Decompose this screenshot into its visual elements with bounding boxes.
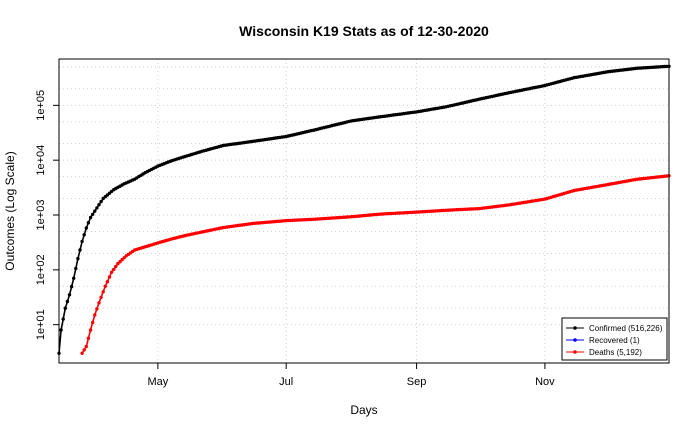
data-point <box>88 215 93 220</box>
data-point <box>88 328 93 332</box>
legend-box <box>561 317 668 361</box>
data-point <box>84 344 89 349</box>
legend-swatch-marker <box>573 326 577 330</box>
data-point <box>99 199 103 204</box>
data-point <box>97 301 101 305</box>
data-point <box>105 280 110 284</box>
legend: Confirmed (516,226) Recovered (1) Deaths (… <box>561 317 668 361</box>
y-axis-label: Outcomes (Log Scale) <box>3 151 17 270</box>
series-line <box>58 65 670 354</box>
data-point <box>86 221 91 225</box>
grid <box>59 59 669 363</box>
data-point <box>97 203 101 207</box>
y-axis: 1e+01 1e+02 1e+03 1e+04 1e+05 <box>35 90 59 340</box>
data-point <box>74 266 78 271</box>
data-point <box>95 307 99 311</box>
y-tick-label: 1e+02 <box>35 254 47 285</box>
data-point <box>80 239 84 244</box>
legend-entry: Recovered (1) <box>589 336 640 345</box>
data-point <box>99 295 103 300</box>
y-tick-label: 1e+03 <box>35 200 47 231</box>
x-tick-label: Nov <box>535 376 555 388</box>
data-point <box>82 348 86 352</box>
x-tick-label: Jul <box>279 376 293 388</box>
y-tick-label: 1e+04 <box>35 145 47 176</box>
data-point <box>91 320 95 325</box>
legend-swatch-marker <box>573 350 577 354</box>
x-axis: May Jul Sep Nov <box>147 363 555 388</box>
data-point <box>109 270 114 274</box>
data-point <box>59 328 63 332</box>
x-axis-label: Days <box>350 403 377 417</box>
legend-entry: Confirmed (516,226) <box>589 324 663 333</box>
data-point <box>93 209 97 213</box>
data-point <box>76 256 80 261</box>
series-0 <box>57 64 671 355</box>
data-point <box>63 306 67 310</box>
y-tick-label: 1e+01 <box>35 309 47 340</box>
data-point <box>80 351 84 355</box>
data-point <box>93 313 97 317</box>
data-point <box>65 299 70 304</box>
data-point <box>107 275 112 279</box>
plot-frame <box>58 58 670 364</box>
data-point <box>61 317 65 321</box>
data-point <box>78 248 82 252</box>
data-point <box>82 233 86 237</box>
data-point <box>84 226 89 230</box>
series-2 <box>80 174 671 355</box>
y-tick-label: 1e+05 <box>35 90 47 121</box>
data-point <box>69 284 74 289</box>
data-point <box>86 336 91 340</box>
legend-swatch-marker <box>573 338 577 342</box>
x-tick-label: May <box>147 376 168 388</box>
series-layer <box>57 64 671 355</box>
data-point <box>91 212 95 216</box>
data-point <box>114 264 118 269</box>
data-point <box>103 284 108 288</box>
data-point <box>72 276 76 280</box>
data-point <box>112 267 116 272</box>
chart-title: Wisconsin K19 Stats as of 12-30-2020 <box>239 23 489 39</box>
x-tick-label: Sep <box>407 376 427 388</box>
data-point <box>67 293 72 297</box>
data-point <box>95 206 99 210</box>
legend-entry: Deaths (5,192) <box>589 348 642 357</box>
data-point <box>101 290 105 294</box>
